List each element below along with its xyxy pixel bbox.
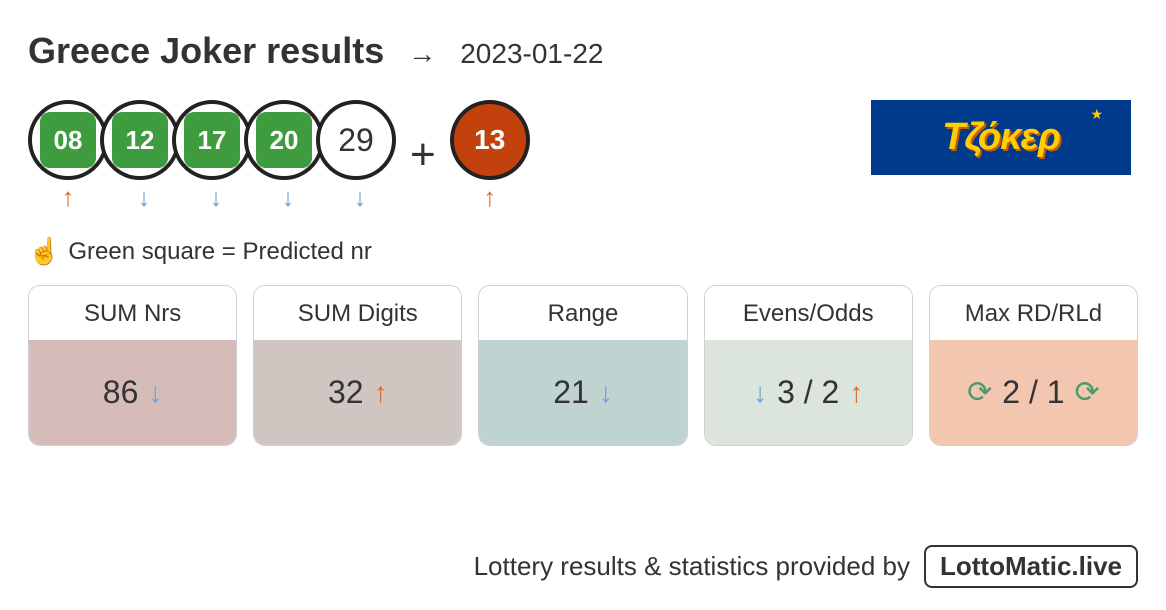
- provider-badge: LottoMatic.live: [924, 545, 1138, 588]
- footer-text: Lottery results & statistics provided by: [474, 551, 910, 582]
- stat-value: 21: [553, 374, 589, 411]
- ball: 12 ↓: [108, 100, 180, 210]
- trend-down-icon: ↓: [138, 184, 151, 210]
- stat-body: 86 ↓: [29, 340, 236, 445]
- legend-text: Green square = Predicted nr: [68, 238, 372, 266]
- stat-card: Evens/Odds ↓ 3 / 2 ↑: [704, 285, 913, 446]
- ball-circle: 17: [172, 100, 252, 180]
- ball: 29 ↓: [324, 100, 396, 210]
- arrow-down-icon: ↓: [599, 377, 613, 409]
- stat-label: Evens/Odds: [705, 286, 912, 340]
- arrow-right-icon: →: [408, 38, 436, 70]
- ball: 20 ↓: [252, 100, 324, 210]
- footer: Lottery results & statistics provided by…: [474, 545, 1138, 588]
- stat-body: 32 ↑: [254, 340, 461, 445]
- stat-card: Range 21 ↓: [478, 285, 687, 446]
- ball-circle: 08: [28, 100, 108, 180]
- plus-icon: +: [410, 130, 436, 180]
- logo-text: Τζόκερ: [942, 116, 1060, 159]
- ball-number: 29: [338, 122, 374, 159]
- stat-label: Range: [479, 286, 686, 340]
- ball: 17 ↓: [180, 100, 252, 210]
- trend-up-icon: ↑: [62, 184, 75, 210]
- stat-value: 86: [103, 374, 139, 411]
- stat-body: ⟳ 2 / 1 ⟳: [930, 340, 1137, 445]
- ball-circle: 29: [316, 100, 396, 180]
- stat-value: 2 / 1: [1002, 374, 1064, 411]
- ball-number: 12: [112, 112, 168, 168]
- trend-down-icon: ↓: [282, 184, 295, 210]
- legend: ☝️ Green square = Predicted nr: [28, 236, 1138, 267]
- arrow-up-icon: ↑: [849, 377, 863, 409]
- bonus-ball: 13 ↑: [450, 100, 530, 210]
- trend-up-icon: ↑: [483, 184, 496, 210]
- arrow-down-icon: ↓: [753, 377, 767, 409]
- cycle-icon: ⟳: [967, 375, 992, 410]
- star-icon: ★: [1090, 106, 1103, 123]
- stat-label: Max RD/RLd: [930, 286, 1137, 340]
- ball-number: 08: [40, 112, 96, 168]
- stat-value: 32: [328, 374, 364, 411]
- stat-card: Max RD/RLd ⟳ 2 / 1 ⟳: [929, 285, 1138, 446]
- stat-value: 3 / 2: [777, 374, 839, 411]
- cycle-icon: ⟳: [1075, 375, 1100, 410]
- bonus-number: 13: [450, 100, 530, 180]
- header: Greece Joker results → 2023-01-22: [28, 30, 1138, 72]
- stat-label: SUM Digits: [254, 286, 461, 340]
- ball-circle: 12: [100, 100, 180, 180]
- ball-number: 17: [184, 112, 240, 168]
- stat-body: ↓ 3 / 2 ↑: [705, 340, 912, 445]
- ball-number: 20: [256, 112, 312, 168]
- page-title: Greece Joker results: [28, 30, 384, 72]
- stats-row: SUM Nrs 86 ↓ SUM Digits 32 ↑ Range 21 ↓ …: [28, 285, 1138, 446]
- ball-circle: 20: [244, 100, 324, 180]
- trend-down-icon: ↓: [210, 184, 223, 210]
- stat-label: SUM Nrs: [29, 286, 236, 340]
- lottery-logo: ★ Τζόκερ: [871, 100, 1131, 175]
- stat-card: SUM Nrs 86 ↓: [28, 285, 237, 446]
- stat-card: SUM Digits 32 ↑: [253, 285, 462, 446]
- ball: 08 ↑: [28, 100, 108, 210]
- stat-body: 21 ↓: [479, 340, 686, 445]
- pointing-finger-icon: ☝️: [28, 236, 60, 267]
- result-date: 2023-01-22: [460, 38, 603, 70]
- arrow-up-icon: ↑: [374, 377, 388, 409]
- trend-down-icon: ↓: [354, 184, 367, 210]
- arrow-down-icon: ↓: [148, 377, 162, 409]
